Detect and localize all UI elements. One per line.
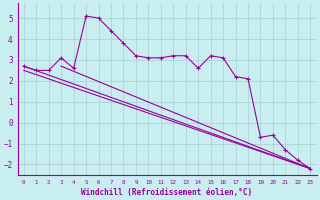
X-axis label: Windchill (Refroidissement éolien,°C): Windchill (Refroidissement éolien,°C) <box>82 188 252 197</box>
